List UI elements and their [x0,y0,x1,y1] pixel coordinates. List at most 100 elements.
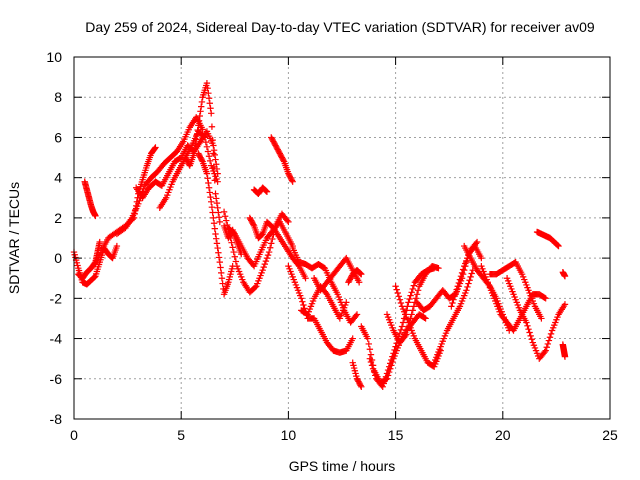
data-point [343,299,350,306]
data-point [391,346,398,354]
data-point [382,373,390,380]
data-point [219,280,226,287]
data-point [214,178,221,185]
data-point [459,266,467,273]
data-point [407,315,414,322]
data-point [196,112,203,120]
data-point [357,382,364,389]
data-point [545,337,553,344]
data-point [208,123,216,130]
data-point [209,209,216,216]
data-point [205,95,213,102]
series-arc-21 [349,359,365,391]
data-point [262,257,270,265]
data-point [208,110,215,117]
data-point [91,273,98,281]
y-tick-label: 10 [46,49,62,65]
data-point [473,238,481,246]
series-arc-30 [478,262,549,334]
data-point [380,380,388,387]
data-point [395,293,403,300]
data-point [366,355,374,362]
data-point [455,279,463,287]
data-point [210,146,218,154]
data-point [409,285,416,293]
data-point [300,301,307,309]
series-arc-12 [246,214,309,282]
data-point [366,346,374,353]
data-point [528,336,535,343]
data-point [215,249,222,256]
series-arc-04 [92,144,159,268]
data-point [223,217,230,224]
data-point [263,187,270,195]
data-point [193,131,201,138]
data-point [541,348,548,356]
data-point [135,200,142,208]
data-point [90,274,98,281]
data-point [413,291,421,298]
data-point [467,273,474,281]
data-point [368,362,376,369]
data-point [369,365,377,372]
data-point [298,295,305,302]
data-point [268,240,275,247]
data-point [397,299,405,307]
data-point [468,270,475,277]
data-point [210,150,217,157]
data-point [472,240,480,247]
data-point [140,185,147,192]
series-arc-19 [310,254,363,294]
data-point [352,312,360,319]
data-point [397,326,405,334]
data-point [211,151,218,159]
data-point [211,225,218,232]
data-point [422,315,429,322]
data-point [524,322,531,330]
data-point [399,319,407,326]
data-point [367,358,375,366]
data-point [364,335,371,342]
data-point [215,254,223,261]
y-tick-label: -4 [50,331,63,347]
grid-lines [74,57,610,419]
data-point [92,212,99,220]
data-point [456,276,464,283]
data-point [260,263,267,271]
data-point [266,244,274,251]
data-point [448,303,455,310]
data-point [251,284,259,291]
y-tick-label: 8 [54,89,62,105]
series-arc-06 [132,128,221,201]
data-point [387,360,394,367]
data-point [542,347,549,354]
data-point [403,331,410,338]
data-point [96,238,103,246]
data-point [322,289,330,297]
data-point [269,235,276,243]
data-point [213,235,220,242]
data-point [372,372,379,379]
data-point [220,208,228,216]
series-arc-05 [113,114,206,238]
data-point [232,258,240,265]
series-arc-32 [503,275,569,362]
data-point [250,221,257,228]
data-point [523,319,530,326]
data-point [201,134,208,141]
data-point [205,153,213,160]
data-point [392,343,399,350]
data-point [302,275,309,282]
data-point [213,240,221,247]
data-point [152,144,159,151]
data-point [212,230,219,238]
data-point [231,253,238,260]
data-point [215,214,223,221]
data-point [202,138,210,146]
data-point [357,270,364,277]
data-point [356,269,364,277]
data-point [207,105,214,112]
data-point [210,163,218,171]
data-point [546,334,554,341]
